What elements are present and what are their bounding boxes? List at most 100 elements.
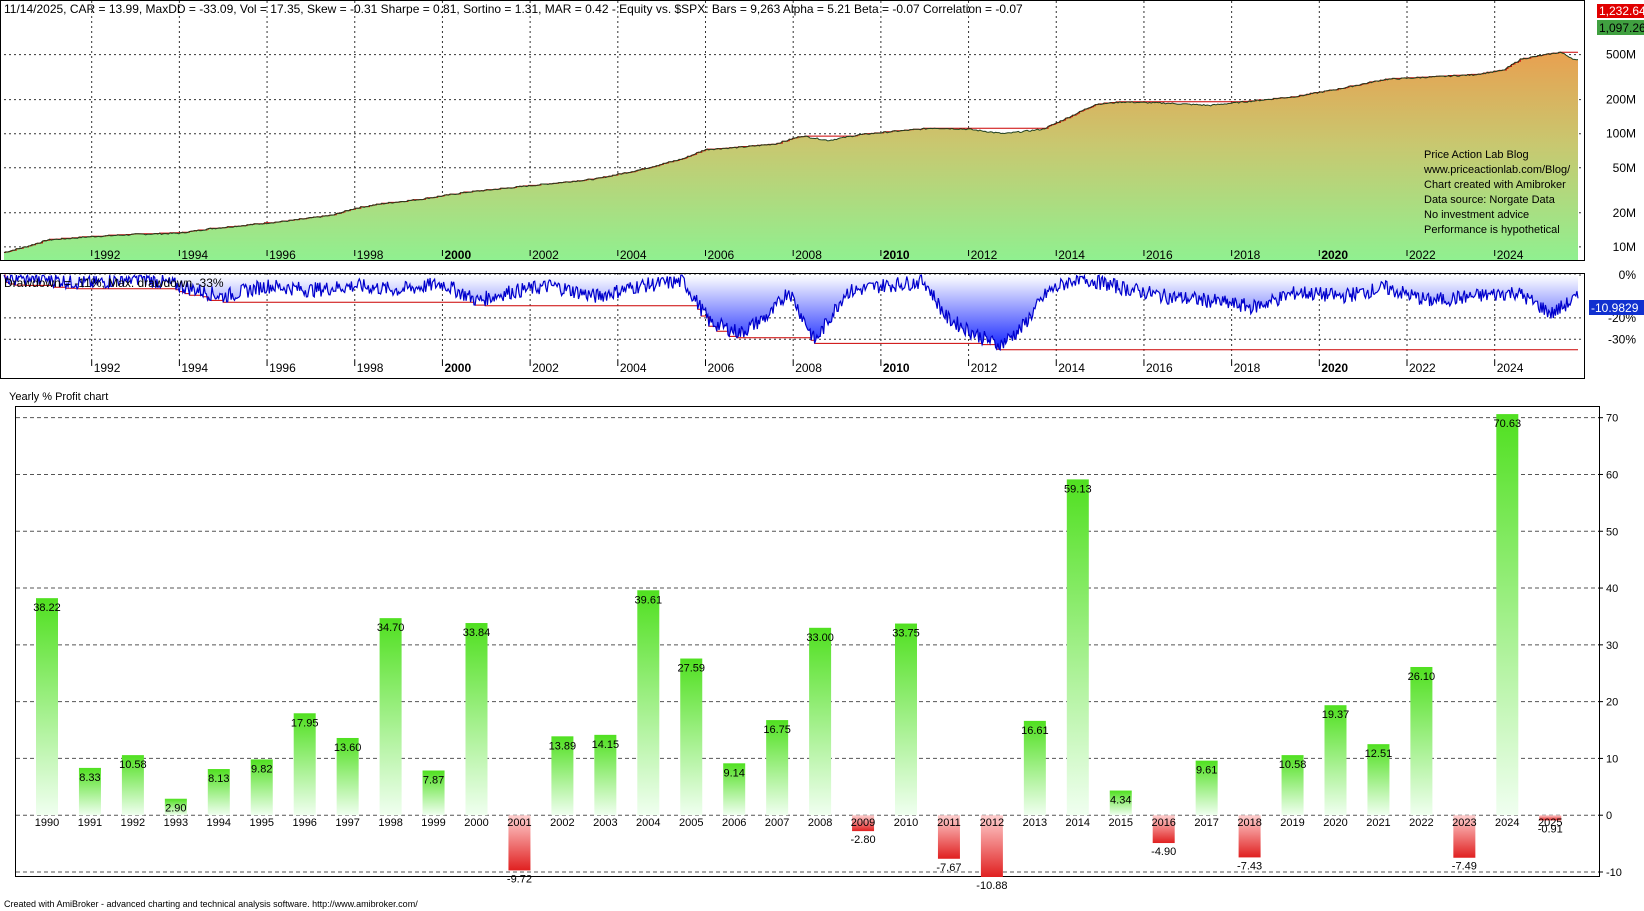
profit-bar-label: -10.88 — [976, 880, 1007, 892]
profit-bar — [680, 658, 703, 816]
x-tick-label: 2020 — [1321, 248, 1348, 262]
profit-bar — [1152, 815, 1175, 844]
profit-bar-label: 7.87 — [423, 775, 444, 787]
equity-badge-green — [1597, 20, 1644, 35]
profit-bar — [1367, 744, 1390, 816]
x-tick-label: 2024 — [1497, 361, 1524, 375]
profit-x-tick-label: 2006 — [722, 817, 746, 829]
profit-bar — [1023, 720, 1046, 816]
profit-y-axis: -10 0 10 20 30 40 50 60 70 — [1598, 413, 1622, 879]
profit-bar — [852, 815, 875, 832]
profit-bar-label: 8.13 — [208, 773, 229, 785]
profit-bar-label: 13.60 — [334, 742, 362, 754]
x-tick-label: 2002 — [532, 248, 559, 262]
profit-x-tick-label: 2012 — [980, 817, 1004, 829]
profit-x-tick-label: 2021 — [1366, 817, 1390, 829]
profit-x-tick-label: 2010 — [894, 817, 918, 829]
x-tick-label: 2010 — [883, 361, 910, 375]
profit-x-tick-label: 1994 — [207, 817, 231, 829]
footer-credit: Created with AmiBroker - advanced charti… — [4, 899, 418, 909]
profit-bars: 38.22 1990 8.33 1991 10.58 1992 2.90 1993 8.13 19… — [33, 414, 1563, 892]
profit-bar-label: 4.34 — [1110, 795, 1131, 807]
profit-bar-label: 39.61 — [635, 594, 663, 606]
profit-bar-label: 9.61 — [1196, 765, 1217, 777]
equity-y-tick-label: 100M — [1606, 127, 1636, 141]
profit-bar-label: 16.75 — [763, 724, 791, 736]
profit-bar — [508, 815, 531, 871]
profit-x-tick-label: 1996 — [292, 817, 316, 829]
drawdown-panel: 1992 1994 1996 1998 2000 2002 2004 2006 2008 2010… — [0, 268, 1644, 379]
profit-bar — [78, 767, 101, 816]
profit-x-tick-label: 2001 — [507, 817, 531, 829]
profit-bar — [594, 734, 617, 816]
profit-x-tick-label: 2008 — [808, 817, 832, 829]
profit-bar — [895, 623, 917, 816]
profit-x-tick-label: 2018 — [1237, 817, 1261, 829]
profit-bar — [465, 623, 488, 816]
profit-x-tick-label: 2000 — [464, 817, 488, 829]
x-tick-label: 2004 — [620, 248, 647, 262]
profit-bar-label: -7.49 — [1452, 861, 1477, 873]
profit-bar — [1453, 815, 1476, 858]
profit-x-tick-label: 2023 — [1452, 817, 1476, 829]
profit-bar — [723, 763, 746, 816]
profit-bar — [422, 770, 445, 816]
profit-x-tick-label: 1992 — [121, 817, 145, 829]
x-tick-label: 2018 — [1234, 248, 1261, 262]
profit-bar — [980, 815, 1003, 877]
profit-bar-label: 14.15 — [592, 739, 620, 751]
profit-x-tick-label: 1997 — [335, 817, 359, 829]
profit-x-tick-label: 1991 — [78, 817, 102, 829]
equity-badge-red — [1597, 4, 1644, 18]
equity-y-tick-label: 500M — [1606, 48, 1636, 62]
chart-notes: Price Action Lab Blog www.priceactionlab… — [1423, 149, 1571, 236]
drawdown-max-line — [3, 274, 1578, 351]
x-tick-label: 2024 — [1497, 248, 1524, 262]
x-tick-label: 1998 — [357, 361, 384, 375]
profit-bar — [121, 755, 144, 816]
profit-x-tick-label: 2003 — [593, 817, 617, 829]
profit-x-tick-label: 2019 — [1280, 817, 1304, 829]
equity-y-tick-label: 10M — [1613, 240, 1636, 254]
profit-x-tick-label: 2017 — [1194, 817, 1218, 829]
profit-bar — [207, 769, 230, 816]
profit-bar — [379, 618, 402, 816]
x-tick-label: 1992 — [94, 361, 121, 375]
x-tick-label: 2002 — [532, 361, 559, 375]
equity-badge-green-label: 1,097.26 — [1599, 21, 1644, 35]
x-tick-label: 2016 — [1146, 248, 1173, 262]
stats-header: 11/14/2025, CAR = 13.99, MaxDD = -33.09,… — [4, 2, 1023, 16]
x-tick-label: 2012 — [971, 248, 998, 262]
profit-bar — [1238, 815, 1261, 858]
x-tick-label: 2022 — [1409, 248, 1436, 262]
equity-line — [3, 51, 1579, 253]
x-tick-label: 2004 — [620, 361, 647, 375]
profit-x-tick-label: 2020 — [1323, 817, 1347, 829]
profit-bar — [1324, 705, 1347, 816]
profit-x-tick-label: 2015 — [1109, 817, 1133, 829]
profit-x-tick-label: 1993 — [164, 817, 188, 829]
profit-x-tick-label: 2024 — [1495, 817, 1519, 829]
profit-bar — [809, 627, 832, 816]
profit-bar-label: 26.10 — [1408, 671, 1436, 683]
profit-y-tick-label: 10 — [1606, 753, 1618, 765]
profit-bar — [937, 815, 960, 859]
profit-bar-label: 19.37 — [1322, 709, 1350, 721]
profit-y-tick-label: 70 — [1606, 413, 1618, 425]
profit-bar — [1410, 666, 1433, 816]
profit-bar — [336, 737, 359, 816]
profit-x-tick-label: 2002 — [550, 817, 574, 829]
profit-x-tick-label: 2009 — [851, 817, 875, 829]
x-tick-label: 2010 — [883, 248, 910, 262]
profit-bar — [551, 736, 574, 816]
profit-bar — [250, 759, 273, 816]
drawdown-badge-label: -10.9829 — [1591, 301, 1639, 315]
x-tick-label: 2012 — [971, 361, 998, 375]
x-tick-label: 1996 — [269, 361, 296, 375]
equity-y-tick-label: 20M — [1613, 206, 1636, 220]
profit-x-tick-label: 2014 — [1066, 817, 1090, 829]
profit-bar-label: 8.33 — [79, 772, 100, 784]
profit-bar-label: -2.80 — [851, 834, 876, 846]
profit-x-tick-label: 1990 — [35, 817, 59, 829]
profit-bar-label: 16.61 — [1021, 725, 1049, 737]
